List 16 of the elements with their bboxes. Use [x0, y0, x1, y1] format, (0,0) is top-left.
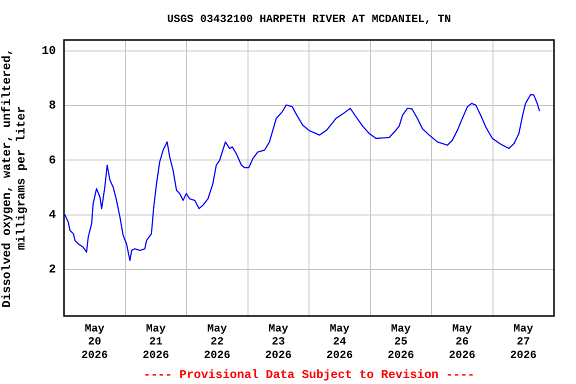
- x-tick-label: May 22 2026: [204, 323, 230, 362]
- y-axis-title: Dissolved oxygen, water, unfiltered, milligrams per liter: [0, 48, 29, 308]
- x-tick-label: May 27 2026: [510, 323, 537, 362]
- x-tick-label: May 24 2026: [326, 323, 353, 362]
- chart-title: USGS 03432100 HARPETH RIVER AT MCDANIEL, TN: [167, 14, 451, 26]
- x-tick-label: May 21 2026: [142, 323, 170, 362]
- y-tick-label: 10: [42, 44, 56, 58]
- x-tick-label: May 25 2026: [388, 323, 414, 362]
- text: ---- Provisional Data Subject to Revision ----: [143, 368, 475, 382]
- y-tick-label: 4: [48, 208, 56, 222]
- x-tick-label: May 26 2026: [448, 323, 476, 362]
- y-tick-label: 2: [48, 262, 56, 277]
- x-tick-label: May 23 2026: [265, 323, 292, 362]
- y-tick-label: 8: [48, 98, 56, 113]
- x-tick-label: May 20 2026: [81, 323, 108, 362]
- y-tick-label: 6: [48, 153, 56, 168]
